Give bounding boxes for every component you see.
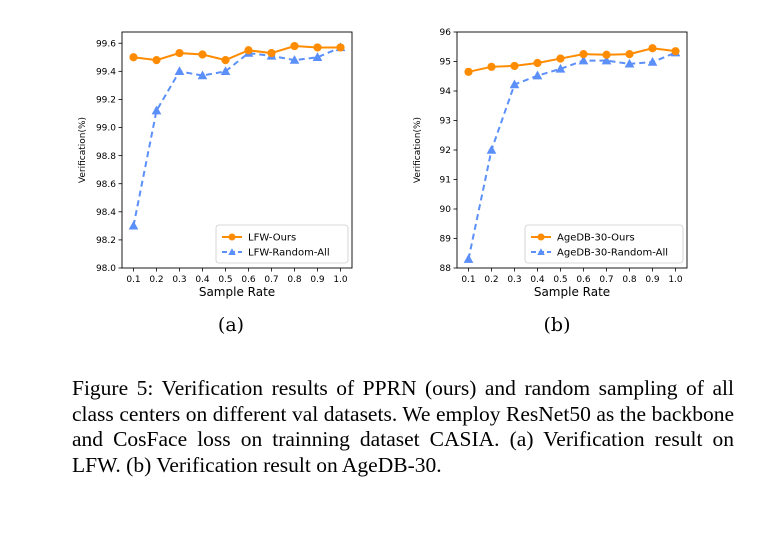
plot-frame [121,31,353,269]
data-point [174,66,185,76]
x-tick-label: 0.4 [195,275,210,285]
data-point [648,44,657,53]
y-tick-label: 99.4 [96,68,116,78]
data-point [510,61,519,71]
x-tick-label: 0.5 [553,275,567,285]
y-tick-label: 93 [440,117,451,127]
chart-lfw: 0.1 0.2 0.3 0.4 0.5 0.6 0.7 0.8 0.9 1.0 98.0 98.2 98… [78,31,353,299]
legend-marker [537,233,545,241]
data-point [509,79,520,89]
y-tick-label: 98.6 [96,180,116,190]
data-point [312,52,323,61]
data-point [151,105,162,115]
x-tick-label: 0.9 [310,275,325,285]
x-tick-label: 0.8 [622,275,637,285]
y-tick-label: 92 [440,146,451,156]
x-tick-label: 0.8 [287,275,302,285]
y-tick-label: 91 [440,176,451,186]
data-point [220,66,231,76]
data-point [313,43,322,52]
legend-marker [228,233,236,241]
x-tick-label: 0.7 [599,275,613,285]
y-tick-label: 99.2 [96,96,116,106]
data-point [487,62,496,71]
data-point [579,50,588,59]
series-line-random-all [467,51,676,260]
figure-caption: Figure 5: Verification results of PPRN (… [72,376,734,477]
data-point [532,70,543,80]
data-point [486,144,497,154]
y-axis-label: Verification(%) [78,117,88,183]
series-line-ours [133,45,341,62]
data-point [464,67,473,76]
x-tick-label: 0.9 [645,275,660,285]
data-point [129,53,138,62]
y-tick-label: 98.0 [96,264,116,274]
data-point [625,50,634,59]
series-line-ours [468,47,676,73]
x-tick-label: 1.0 [333,275,348,285]
x-tick-label: 0.1 [126,275,140,285]
data-point [578,55,589,65]
data-point [289,55,300,64]
y-tick-label: 94 [440,87,452,97]
data-point [336,43,345,52]
x-axis-label: Sample Rate [534,285,610,299]
data-point [601,55,612,65]
x-tick-label: 0.3 [507,275,521,285]
legend-marker [228,248,236,256]
data-point [198,50,207,59]
data-point [647,57,658,66]
legend-label: AgeDB-30-Ours [557,233,635,244]
x-tick-label: 0.2 [484,275,498,285]
data-point [463,254,474,263]
subfigure-label-a: (a) [217,314,245,336]
x-tick-label: 0.4 [530,275,545,285]
legend-marker [537,248,545,256]
data-point [197,70,208,80]
y-tick-label: 98.2 [96,236,116,246]
legend-label: LFW-Ours [248,233,296,244]
data-point [556,54,565,63]
y-tick-label: 88 [440,264,452,274]
y-axis-label: Verification(%) [413,117,423,183]
data-point [533,58,542,68]
data-point [555,63,566,73]
y-tick-label: 96 [440,28,452,38]
legend-box [215,224,349,264]
chart-agedb: 0.1 0.2 0.3 0.4 0.5 0.6 0.7 0.8 0.9 1.0 88 89 90 91 92… [413,28,688,299]
data-point [290,41,299,51]
x-axis-label: Sample Rate [199,285,275,299]
y-tick-label: 98.4 [96,208,116,218]
x-tick-label: 0.5 [218,275,232,285]
x-tick-label: 0.7 [264,275,278,285]
legend-label: LFW-Random-All [248,248,330,259]
y-tick-label: 95 [440,58,451,68]
y-tick-label: 99.6 [96,39,116,49]
x-tick-label: 0.6 [576,275,591,285]
data-point [152,55,161,65]
data-point [244,46,253,55]
x-tick-label: 0.2 [149,275,163,285]
data-point [128,220,139,230]
y-tick-label: 89 [440,235,452,245]
y-tick-label: 90 [440,205,452,215]
x-tick-label: 0.6 [241,275,256,285]
x-tick-label: 0.1 [461,275,475,285]
x-tick-label: 0.3 [172,275,186,285]
subfigure-label-b: (b) [543,314,571,336]
data-point [671,47,680,56]
data-point [175,48,184,58]
series-line-random-all [132,46,341,227]
data-point [221,55,230,65]
legend-box [524,224,684,264]
legend-label: AgeDB-30-Random-All [557,248,668,259]
data-point [602,50,611,59]
y-tick-label: 98.8 [96,152,116,162]
y-tick-label: 99.0 [96,124,116,134]
data-point [267,48,276,58]
x-tick-label: 1.0 [668,275,683,285]
data-point [624,58,635,68]
